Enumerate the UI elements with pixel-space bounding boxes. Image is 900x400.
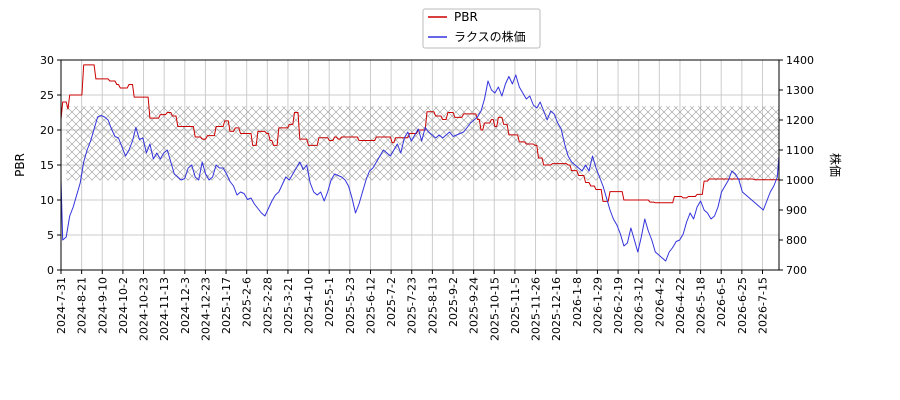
x-tick-label: 2025-3-21 (282, 277, 295, 334)
x-tick-label: 2025-5-23 (344, 277, 357, 334)
y-right-tick-label: 900 (786, 204, 807, 217)
y-left-axis-title: PBR (13, 153, 27, 177)
x-tick-label: 2025-11-5 (509, 277, 522, 334)
y-right-tick-label: 800 (786, 234, 807, 247)
stock-price-line (60, 74, 780, 262)
x-tick-label: 2024-7-31 (55, 277, 68, 334)
series-layer (60, 64, 780, 262)
x-tick-label: 2025-1-17 (220, 277, 233, 334)
y-right-tick-label: 1200 (786, 114, 814, 127)
x-tick-label: 2025-8-13 (426, 277, 439, 334)
x-tick-label: 2026-1-8 (571, 277, 584, 327)
y-left-tick-label: 5 (47, 229, 54, 242)
x-tick-label: 2026-6-25 (736, 277, 749, 334)
x-tick-label: 2025-9-2 (447, 277, 460, 327)
y-left-tick-label: 25 (40, 89, 54, 102)
x-tick-label: 2025-7-2 (385, 277, 398, 327)
pbr-range-band (66, 106, 780, 181)
y-right-tick-label: 1100 (786, 144, 814, 157)
y-right-tick-label: 700 (786, 264, 807, 277)
x-tick-label: 2026-1-29 (591, 277, 604, 334)
legend-label-pbr: PBR (454, 10, 478, 24)
x-tick-label: 2026-2-19 (612, 277, 625, 334)
y-left-tick-label: 15 (40, 159, 54, 172)
x-tick-label: 2025-10-15 (488, 277, 501, 341)
x-tick-label: 2025-7-23 (406, 277, 419, 334)
x-tick-label: 2026-7-15 (756, 277, 769, 334)
x-tick-label: 2024-10-23 (138, 277, 151, 341)
x-tick-label: 2026-4-2 (653, 277, 666, 327)
x-tick-label: 2024-12-23 (199, 277, 212, 341)
y-left-tick-label: 30 (40, 54, 54, 67)
x-tick-label: 2026-5-18 (695, 277, 708, 334)
x-tick-label: 2026-4-22 (674, 277, 687, 334)
x-tick-label: 2025-4-10 (303, 277, 316, 334)
x-tick-label: 2024-10-2 (117, 277, 130, 334)
pbr-line (60, 64, 779, 204)
y-right-axis-title: 株価 (828, 153, 843, 177)
x-tick-label: 2025-6-12 (364, 277, 377, 334)
x-tick-label: 2025-12-16 (550, 277, 563, 341)
x-tick-label: 2025-2-6 (241, 277, 254, 327)
x-tick-label: 2025-11-26 (530, 277, 543, 341)
legend: PBR ラクスの株価 (422, 8, 541, 49)
y-right-tick-label: 1300 (786, 84, 814, 97)
x-tick-label: 2024-9-10 (96, 277, 109, 334)
axes: 0 5 10 15 20 25 30 700 800 900 1000 1100 1200 1300 140… (40, 54, 814, 341)
x-tick-label: 2026-3-12 (633, 277, 646, 334)
x-tick-label: 2024-12-3 (179, 277, 192, 334)
legend-box (422, 8, 541, 49)
x-tick-label: 2025-9-24 (468, 277, 481, 334)
y-left-tick-label: 20 (40, 124, 54, 137)
legend-label-price: ラクスの株価 (454, 29, 526, 44)
x-tick-label: 2024-8-21 (76, 277, 89, 334)
x-tick-label: 2025-2-28 (261, 277, 274, 334)
y-left-tick-label: 0 (47, 264, 54, 277)
y-right-tick-label: 1400 (786, 54, 814, 67)
y-right-tick-label: 1000 (786, 174, 814, 187)
y-left-tick-label: 10 (40, 194, 54, 207)
x-tick-label: 2026-6-5 (715, 277, 728, 327)
x-tick-label: 2024-11-13 (158, 277, 171, 341)
x-tick-label: 2025-5-1 (323, 277, 336, 327)
